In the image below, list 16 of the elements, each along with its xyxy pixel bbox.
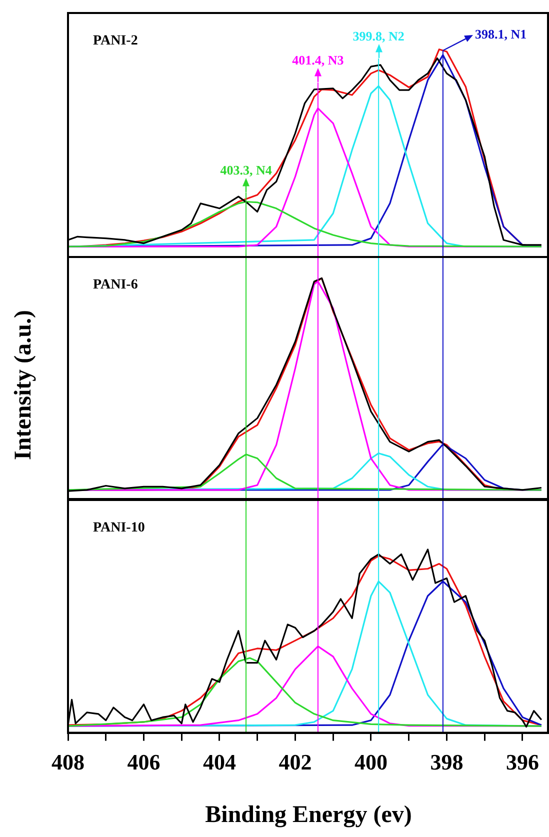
chart-title: PANI-6 xyxy=(93,278,138,293)
x-tick-label: 402 xyxy=(278,750,312,775)
x-tick-label: 408 xyxy=(52,750,84,775)
x-tick-label: 404 xyxy=(202,750,236,775)
ref-line-label: 401.4, N3 xyxy=(292,52,344,68)
ref-line-label: 403.3, N4 xyxy=(220,162,272,178)
chart-title: PANI-10 xyxy=(93,520,145,536)
legend-label: 398.1, N1 xyxy=(474,26,527,42)
x-tick-label: 398 xyxy=(430,750,464,775)
ref-line-label: 399.8, N2 xyxy=(352,28,404,44)
x-axis-title: Binding Energy (ev) xyxy=(205,802,412,828)
chart-title: PANI-2 xyxy=(93,34,138,49)
x-tick-label: 400 xyxy=(354,750,388,775)
x-tick-label: 406 xyxy=(127,750,160,775)
y-axis-title: Intensity (a.u.) xyxy=(10,310,38,460)
x-tick-label: 396 xyxy=(506,750,539,775)
